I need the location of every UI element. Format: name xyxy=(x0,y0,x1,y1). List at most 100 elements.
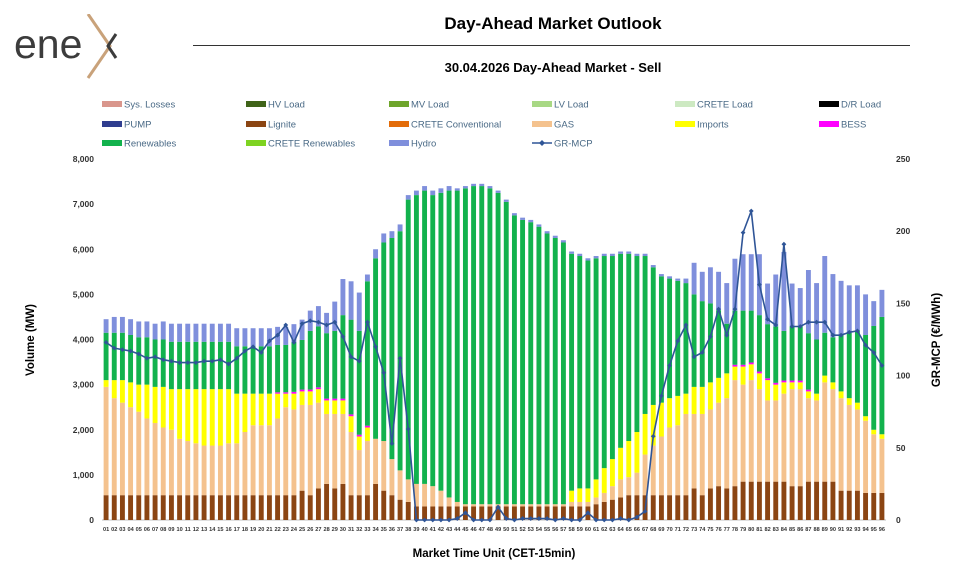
mcp-point xyxy=(454,516,460,521)
legend-label: CRETE Load xyxy=(697,100,753,111)
bar-segment-imports xyxy=(185,389,191,442)
mcp-point xyxy=(209,358,215,364)
bar-segment-imports xyxy=(618,447,624,480)
bar-segment-lignite xyxy=(511,506,517,520)
bar-segment-hydro xyxy=(364,274,370,282)
bar-segment-gas xyxy=(438,490,444,507)
bar-segment-imports xyxy=(209,389,215,446)
x-tick-label: 92 xyxy=(846,527,852,533)
bar-segment-gas xyxy=(830,389,836,482)
bar-segment-imports xyxy=(814,393,820,401)
bar-segment-gas xyxy=(544,504,550,507)
mcp-point xyxy=(234,355,240,361)
mcp-point xyxy=(479,517,485,523)
x-tick-label: 66 xyxy=(634,527,640,533)
bar-segment-lignite xyxy=(846,490,852,520)
bar-segment-renewables xyxy=(756,315,762,372)
mcp-point xyxy=(250,344,256,350)
mcp-point xyxy=(773,322,779,328)
bar-segment-gas xyxy=(177,438,183,496)
bar-segment-lignite xyxy=(716,486,722,520)
bar-segment-imports xyxy=(144,384,150,419)
x-tick-label: 07 xyxy=(152,527,158,533)
bar-segment-bess xyxy=(299,389,305,392)
legend-item: CRETE Load xyxy=(675,100,753,111)
bar-segment-renewables xyxy=(626,253,632,442)
bar-segment-imports xyxy=(797,382,803,390)
mcp-point xyxy=(103,339,109,345)
bar-segment-hydro xyxy=(536,224,542,227)
x-tick-label: 37 xyxy=(397,527,403,533)
mcp-point xyxy=(258,350,264,355)
mcp-point xyxy=(814,319,819,325)
bar-segment-bess xyxy=(356,434,362,437)
bar-segment-hydro xyxy=(332,301,338,331)
bar-segment-hydro xyxy=(193,323,199,342)
bar-segment-gas xyxy=(144,418,150,496)
bar-segment-imports xyxy=(128,382,134,408)
x-tick-label: 83 xyxy=(773,527,779,533)
legend-item: Renewables xyxy=(102,139,177,150)
mcp-point xyxy=(544,516,550,521)
bar-segment-imports xyxy=(136,384,142,412)
bar-segment-gas xyxy=(479,504,485,507)
bar-segment-lignite xyxy=(487,506,493,520)
mcp-point xyxy=(389,441,395,446)
bar-segment-imports xyxy=(667,398,673,428)
bar-segment-lignite xyxy=(634,495,640,520)
bar-segment-renewables xyxy=(177,341,183,390)
bar-segment-renewables xyxy=(209,341,215,390)
bar-segment-renewables xyxy=(601,256,607,469)
bar-segment-renewables xyxy=(348,319,354,415)
x-tick-label: 49 xyxy=(495,527,501,533)
bar-segment-bess xyxy=(805,389,811,392)
x-tick-label: 73 xyxy=(691,527,697,533)
bar-segment-renewables xyxy=(520,219,526,505)
bar-segment-renewables xyxy=(544,233,550,505)
bar-segment-renewables xyxy=(650,267,656,405)
bar-segment-imports xyxy=(152,386,158,423)
bar-segment-lignite xyxy=(667,495,673,520)
bar-segment-bess xyxy=(315,387,321,390)
bar-segment-gas xyxy=(266,425,272,496)
bar-segment-renewables xyxy=(503,201,509,505)
mcp-point xyxy=(373,344,378,350)
mcp-point xyxy=(822,319,828,325)
bar-segment-gas xyxy=(675,425,681,496)
x-tick-label: 51 xyxy=(511,527,517,533)
bar-segment-hydro xyxy=(593,256,599,259)
bar-segment-renewables xyxy=(258,346,264,394)
bar-segment-gas xyxy=(226,443,232,496)
bar-segment-gas xyxy=(863,420,869,493)
bar-segment-renewables xyxy=(699,301,705,387)
x-tick-label: 01 xyxy=(103,527,109,533)
bar-segment-hydro xyxy=(716,271,722,311)
bar-segment-hydro xyxy=(348,281,354,320)
bar-segment-hydro xyxy=(520,217,526,220)
mcp-point xyxy=(830,332,836,338)
bar-segment-imports xyxy=(838,391,844,399)
bar-segment-lignite xyxy=(650,495,656,520)
legend-swatch xyxy=(102,101,122,107)
x-tick-label: 68 xyxy=(650,527,656,533)
bar-segment-gas xyxy=(511,504,517,507)
bar-segment-gas xyxy=(462,504,468,507)
bar-segment-gas xyxy=(315,402,321,489)
y-tick-label: 3,000 xyxy=(73,380,95,390)
bar-segment-gas xyxy=(756,389,762,482)
bar-segment-imports xyxy=(879,434,885,439)
mcp-point xyxy=(667,363,672,368)
bar-segment-gas xyxy=(397,470,403,500)
legend-item: CRETE Conventional xyxy=(389,120,501,131)
bar-segment-gas xyxy=(846,404,852,491)
legend-label: GR-MCP xyxy=(554,139,593,150)
mcp-point xyxy=(226,361,231,367)
mcp-point xyxy=(283,322,289,328)
bar-segment-renewables xyxy=(136,337,142,385)
bar-segment-hydro xyxy=(250,328,256,347)
bar-segment-renewables xyxy=(707,303,713,383)
bar-segment-hydro xyxy=(226,323,232,342)
bar-segment-imports xyxy=(266,393,272,426)
bar-segment-renewables xyxy=(577,256,583,489)
bar-segment-lignite xyxy=(209,495,215,520)
